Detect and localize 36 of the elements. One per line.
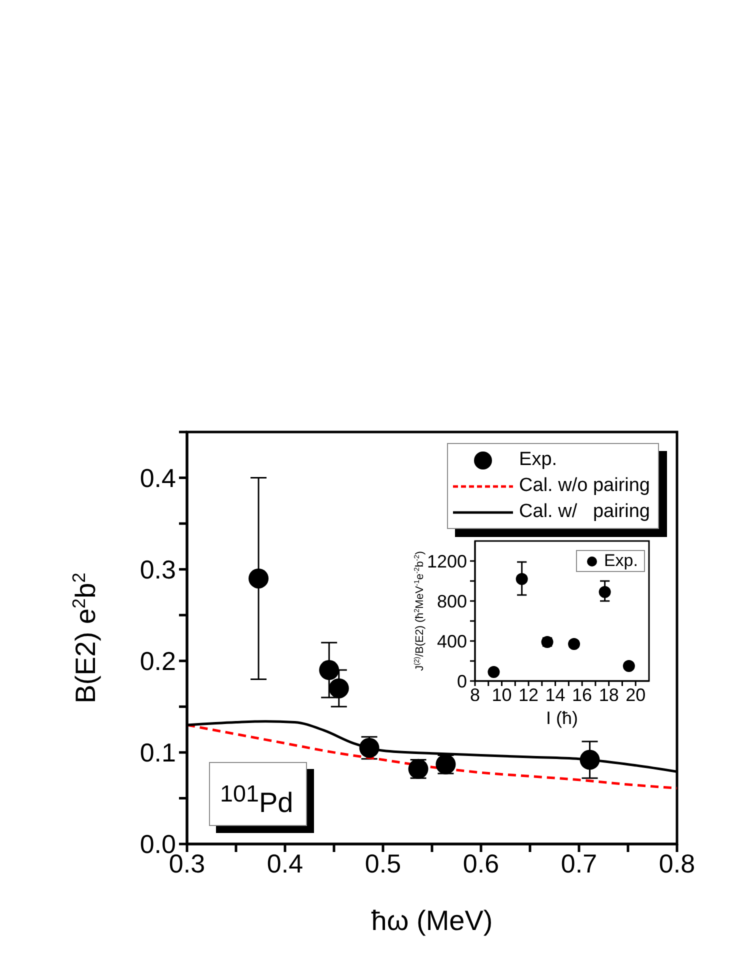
x-tick-label: 14 — [545, 684, 566, 705]
x-tick-label: 0.4 — [266, 848, 304, 878]
y-tick-label: 0 — [456, 671, 467, 692]
point — [580, 750, 600, 770]
point — [598, 586, 611, 598]
annotation: $^{101}$Pd — [220, 781, 294, 818]
point — [319, 660, 340, 680]
x-tick-label: 0.8 — [658, 848, 696, 878]
point — [248, 568, 269, 588]
x-axis-title: I (ħ) — [546, 708, 578, 728]
legend-label: Exp. — [604, 551, 638, 571]
point — [568, 638, 580, 650]
legend-label: Cal. w/o pairing — [519, 474, 650, 498]
y-tick-label: 400 — [436, 631, 467, 652]
point — [516, 573, 528, 585]
y-tick-label: 0.1 — [140, 738, 176, 768]
point — [328, 678, 349, 698]
x-axis-title: ħω (MeV) — [371, 905, 493, 936]
x-tick-label: 0.7 — [560, 848, 598, 878]
legend-label: Cal. w/ pairing — [519, 500, 650, 524]
y-tick-label: 1200 — [426, 551, 467, 572]
point — [488, 666, 500, 678]
legend-label: Exp. — [519, 448, 558, 472]
x-tick-label: 12 — [518, 684, 539, 705]
y-tick-label: 0.2 — [140, 646, 176, 676]
x-tick-label: 0.6 — [462, 848, 500, 878]
x-tick-label: 10 — [492, 684, 512, 705]
x-tick-label: 18 — [598, 684, 619, 705]
x-tick-label: 8 — [470, 684, 480, 705]
x-tick-label: 0.5 — [364, 848, 402, 878]
y-tick-label: 800 — [436, 591, 467, 612]
y-tick-label: 0.4 — [140, 462, 176, 493]
point — [622, 660, 635, 672]
x-tick-label: 20 — [626, 684, 646, 705]
y-tick-label: 0.3 — [140, 554, 176, 584]
x-tick-label: 16 — [572, 684, 592, 705]
